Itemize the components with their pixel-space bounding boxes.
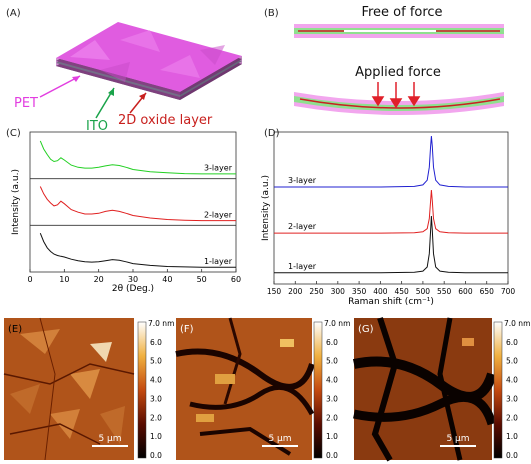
colorbar-unit-label: 7.0 nm [148,319,174,328]
oxide-label: 2D oxide layer [118,113,213,128]
xrd-xtick-label: 40 [162,275,172,284]
raman-xtick-label: 250 [309,287,324,296]
raman-xtick-label: 150 [267,287,282,296]
colorbar-tick-label: 6.0 [506,338,518,347]
xrd-series-label: 3-layer [204,164,233,173]
raman-xtick-label: 500 [416,287,431,296]
colorbar-tick-label: 4.0 [506,376,518,385]
colorbar-tick-label: 1.0 [150,432,162,441]
panel-d-label: (D) [264,128,280,139]
raman-xtick-label: 400 [373,287,388,296]
colorbar-tick-label: 3.0 [326,394,338,403]
xrd-xtick-label: 50 [197,275,207,284]
raman-ylabel: Intensity (a.u.) [261,175,271,241]
colorbar-tick-label: 1.0 [506,432,518,441]
afm-image-e: (E) 5 μm [3,317,135,461]
raman-series-line-1 [274,135,508,188]
colorbar-tick-label: 3.0 [150,394,162,403]
colorbar-tick-label: 0.0 [326,451,338,460]
xrd-xtick-label: 30 [128,275,138,284]
panel-c-label: (C) [6,128,21,139]
colorbar-tick-label: 1.0 [326,432,338,441]
raman-xtick-label: 300 [331,287,346,296]
xrd-plot-frame [29,131,237,273]
raman-series-label: 2-layer [288,222,317,231]
panel-b-label: (B) [264,8,279,19]
colorbar-tick-label: 6.0 [150,338,162,347]
colorbar-tick-label: 3.0 [506,394,518,403]
xrd-series-label: 1-layer [204,257,233,266]
colorbar-tick-label: 4.0 [150,376,162,385]
xrd-xlabel: 2θ (Deg.) [112,284,154,294]
scalebar-f-label: 5 μm [268,434,291,444]
raman-chart: (D) Intensity (a.u.) Raman shift (cm⁻¹) … [261,128,516,306]
colorbar-tick-label: 2.0 [506,413,518,422]
colorbar-tick-label: 5.0 [326,357,338,366]
colorbar-tick-label: 0.0 [150,451,162,460]
raman-xtick-label: 650 [480,287,495,296]
raman-xlabel: Raman shift (cm⁻¹) [348,297,434,306]
xrd-series-label: 2-layer [204,210,233,219]
raman-series-label: 1-layer [288,262,317,271]
colorbar-unit-label: 7.0 nm [324,319,350,328]
panel-a-label: (A) [6,8,21,19]
scalebar-e-label: 5 μm [98,434,121,444]
raman-xtick-label: 700 [501,287,516,296]
xrd-series-line-2 [39,186,236,222]
afm-image-f: (F) 5 μm [175,317,315,460]
colorbar-tick-label: 4.0 [326,376,338,385]
colorbar-tick-label: 5.0 [506,357,518,366]
raman-series-label: 3-layer [288,176,317,185]
panel-e-label: (E) [8,324,22,335]
colorbar-g [493,321,503,459]
colorbar-tick-label: 2.0 [150,413,162,422]
raman-plot-frame [273,131,509,285]
xrd-chart: (C) Intensity (a.u.) 2θ (Deg.) 0 10 20 30 40… [6,128,241,294]
afm-panels: (E) 5 μm 7.0 nm 6.0 5.0 4.0 3.0 2.0 1.0 0.0 (F)… [3,317,530,462]
pet-label: PET [14,96,38,111]
device-slab [56,22,242,100]
colorbar-e [137,321,147,459]
xrd-xtick-label: 10 [59,275,69,284]
raman-xtick-label: 350 [352,287,367,296]
xrd-series-line-3 [39,233,236,268]
colorbar-tick-label: 2.0 [326,413,338,422]
raman-xtick-label: 550 [437,287,452,296]
colorbar-f [313,321,323,459]
free-stack [294,24,504,38]
colorbar-tick-label: 0.0 [506,451,518,460]
xrd-xtick-label: 0 [27,275,32,284]
panel-f-label: (F) [180,324,194,335]
colorbar-tick-label: 6.0 [326,338,338,347]
xrd-ylabel: Intensity (a.u.) [11,169,21,235]
raman-xtick-label: 450 [394,287,409,296]
raman-xtick-label: 200 [288,287,303,296]
colorbar-unit-label: 7.0 nm [504,319,530,328]
applied-force-title: Applied force [355,65,441,80]
scalebar-g-label: 5 μm [446,434,469,444]
free-force-title: Free of force [361,5,442,20]
ito-label: ITO [86,119,108,134]
afm-image-g: (G) 5 μm [352,317,497,462]
xrd-series-line-1 [39,140,236,175]
raman-series-line-2 [274,189,508,234]
colorbar-tick-label: 5.0 [150,357,162,366]
xrd-xtick-label: 60 [231,275,241,284]
force-arrows [371,82,421,109]
raman-xtick-label: 600 [458,287,473,296]
xrd-xtick-label: 20 [94,275,104,284]
raman-series-line-3 [274,215,508,274]
panel-g-label: (G) [358,324,374,335]
